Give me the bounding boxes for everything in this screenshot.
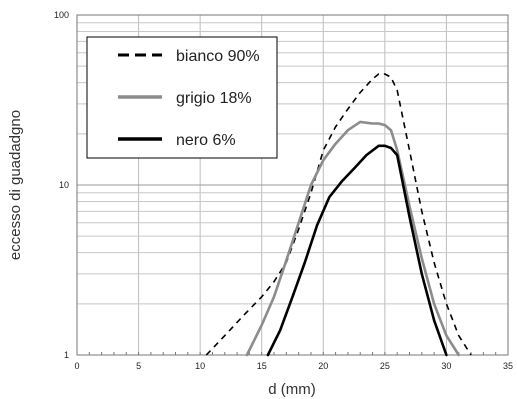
y-axis-title: eccesso di guadadgno [7,110,24,260]
x-tick-label: 25 [380,361,390,371]
x-tick-labels: 0 5 10 15 20 25 30 35 [74,361,513,371]
y-tick-label: 10 [59,180,69,190]
legend-label: bianco 90% [176,48,260,65]
legend-label: nero 6% [176,132,236,149]
x-tick-label: 20 [318,361,328,371]
y-tick-label: 1 [64,350,69,360]
series-line-2 [245,120,461,357]
x-tick-label: 10 [195,361,205,371]
x-tick-label: 15 [257,361,267,371]
series-line-1 [205,73,472,356]
legend: bianco 90% grigio 18% nero 6% [86,36,278,159]
x-tick-label: 0 [74,361,79,371]
x-tick-label: 35 [503,361,513,371]
series-line-3 [266,144,448,357]
legend-label: grigio 18% [176,90,252,107]
x-tick-label: 30 [441,361,451,371]
plot-frame [76,14,509,356]
series-lines [205,73,472,357]
y-tick-label: 100 [54,10,69,20]
x-axis-title: d (mm) [268,381,316,398]
x-tick-label: 5 [136,361,141,371]
y-tick-labels: 1 10 100 [54,10,69,360]
